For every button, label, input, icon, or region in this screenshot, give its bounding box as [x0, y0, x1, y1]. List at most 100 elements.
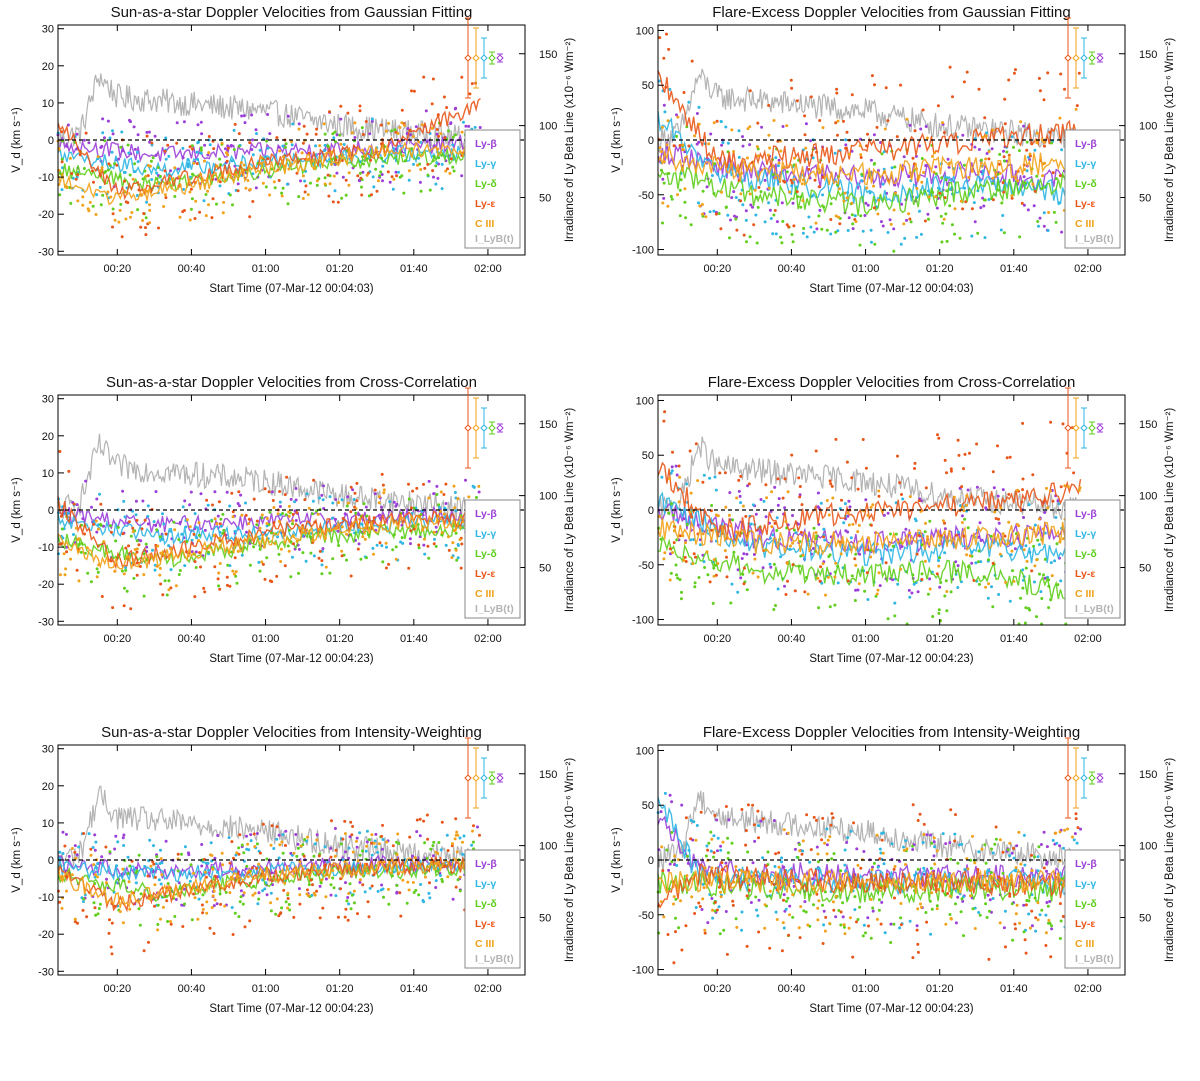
data-point	[729, 524, 733, 528]
data-point	[816, 505, 820, 509]
data-point	[809, 95, 813, 99]
data-point	[832, 908, 836, 912]
data-point	[970, 234, 974, 238]
data-point	[169, 586, 173, 590]
data-point	[678, 534, 682, 538]
data-point	[773, 209, 777, 212]
data-point	[289, 140, 293, 144]
data-point	[226, 146, 230, 150]
data-point	[350, 893, 354, 897]
data-point	[842, 119, 845, 123]
data-point	[153, 134, 157, 138]
data-point	[998, 552, 1002, 556]
data-point	[204, 875, 208, 879]
data-point	[679, 597, 683, 601]
data-point	[872, 133, 876, 137]
data-point	[219, 517, 223, 521]
irradiance-line	[657, 790, 1081, 872]
data-point	[668, 793, 672, 797]
data-point	[235, 581, 239, 585]
data-point	[984, 506, 988, 510]
data-point	[1021, 421, 1025, 425]
data-point	[271, 499, 275, 502]
data-point	[59, 573, 62, 577]
data-point	[708, 580, 712, 584]
data-point	[937, 611, 941, 615]
data-point	[478, 833, 481, 837]
data-point	[880, 831, 884, 835]
data-point	[347, 892, 351, 895]
data-point	[885, 873, 889, 876]
data-point	[1036, 918, 1040, 922]
data-point	[105, 877, 108, 881]
data-point	[866, 513, 870, 517]
data-point	[966, 488, 970, 492]
x-tick-label: 02:00	[474, 263, 502, 275]
data-point	[729, 601, 733, 605]
data-point	[210, 906, 214, 910]
data-point	[998, 921, 1002, 925]
y-tick-label: 30	[42, 394, 54, 406]
data-point	[81, 908, 85, 912]
data-point	[249, 833, 253, 837]
data-point	[347, 171, 351, 175]
x-tick-label: 01:00	[252, 983, 280, 995]
data-point	[988, 898, 992, 902]
data-point	[196, 157, 199, 161]
data-point	[1014, 927, 1017, 931]
data-point	[756, 121, 760, 125]
data-point	[233, 911, 237, 915]
data-point	[717, 878, 721, 882]
series-4	[57, 813, 482, 956]
data-point	[78, 153, 82, 157]
data-point	[91, 846, 95, 849]
data-point	[928, 519, 932, 523]
data-point	[265, 522, 269, 525]
data-point	[151, 156, 155, 160]
data-point	[339, 117, 343, 121]
data-point	[777, 158, 781, 162]
data-point	[938, 542, 942, 546]
data-point	[1024, 544, 1028, 548]
data-point	[712, 566, 716, 570]
data-point	[846, 579, 850, 583]
data-point	[113, 569, 117, 573]
data-point	[200, 132, 204, 136]
data-point	[148, 203, 151, 207]
data-point	[811, 156, 815, 160]
data-point	[670, 860, 674, 864]
data-point	[712, 855, 715, 859]
data-point	[1022, 930, 1026, 934]
data-point	[267, 490, 271, 494]
data-point	[455, 858, 458, 862]
data-point	[203, 590, 207, 594]
data-point	[346, 111, 350, 115]
data-point	[933, 151, 937, 155]
data-point	[668, 87, 672, 91]
data-point	[991, 605, 995, 609]
series-5	[56, 121, 481, 225]
data-point	[370, 833, 374, 837]
data-point	[732, 150, 736, 154]
data-point	[665, 32, 668, 36]
data-point	[318, 916, 322, 920]
data-point	[985, 916, 989, 919]
data-point	[783, 477, 787, 481]
data-point	[776, 503, 780, 507]
data-point	[1072, 838, 1076, 842]
data-point	[1049, 561, 1053, 565]
data-point	[126, 143, 130, 147]
data-point	[244, 867, 248, 871]
data-point	[682, 558, 686, 562]
error-bar-marker	[488, 774, 496, 782]
data-point	[443, 506, 447, 510]
data-point	[231, 933, 235, 936]
data-point	[821, 562, 825, 566]
data-point	[900, 202, 904, 206]
data-point	[1038, 216, 1042, 220]
data-point	[1002, 926, 1006, 930]
data-point	[440, 820, 444, 824]
data-point	[246, 842, 250, 846]
data-point	[136, 150, 139, 154]
